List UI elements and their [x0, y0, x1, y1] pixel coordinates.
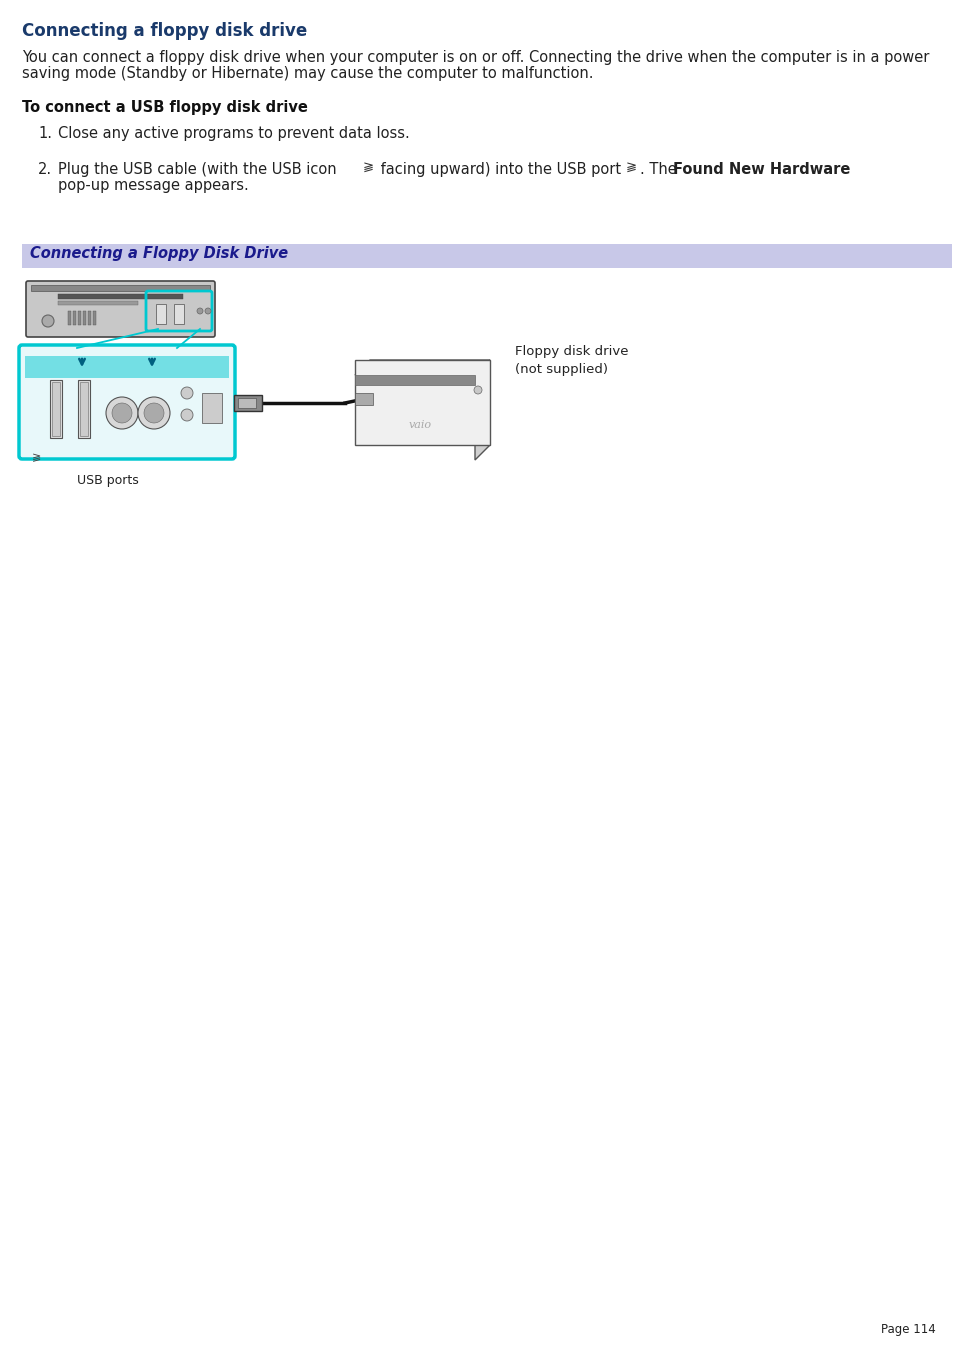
Bar: [78, 311, 81, 326]
Bar: [88, 311, 91, 326]
Bar: [80, 382, 88, 436]
Text: Found New Hardware: Found New Hardware: [672, 162, 849, 177]
Circle shape: [42, 315, 54, 327]
Text: Close any active programs to prevent data loss.: Close any active programs to prevent dat…: [58, 126, 410, 141]
Circle shape: [196, 308, 203, 313]
Text: ⫺: ⫺: [625, 159, 637, 173]
Bar: [83, 311, 86, 326]
Bar: [73, 311, 76, 326]
Bar: [22, 245, 951, 267]
Bar: [156, 304, 166, 324]
Text: To connect a USB floppy disk drive: To connect a USB floppy disk drive: [22, 100, 308, 115]
Text: pop-up message appears.: pop-up message appears.: [58, 178, 249, 193]
Text: Page 114: Page 114: [881, 1323, 935, 1336]
Text: ⫺: ⫺: [32, 453, 41, 462]
Text: You can connect a floppy disk drive when your computer is on or off. Connecting : You can connect a floppy disk drive when…: [22, 50, 928, 65]
FancyBboxPatch shape: [19, 345, 234, 459]
Bar: [173, 304, 184, 324]
Text: USB ports: USB ports: [77, 474, 138, 486]
Text: Connecting a floppy disk drive: Connecting a floppy disk drive: [22, 22, 307, 41]
Bar: [78, 380, 90, 438]
Bar: [355, 359, 490, 444]
Circle shape: [474, 386, 481, 394]
Text: 2.: 2.: [38, 162, 52, 177]
Bar: [92, 311, 96, 326]
Circle shape: [138, 397, 170, 430]
Bar: [30, 285, 210, 290]
Circle shape: [144, 403, 164, 423]
Bar: [50, 380, 62, 438]
Text: 1.: 1.: [38, 126, 52, 141]
Text: Connecting a Floppy Disk Drive: Connecting a Floppy Disk Drive: [30, 246, 288, 261]
Text: ⫺: ⫺: [363, 159, 374, 173]
Text: saving mode (Standby or Hibernate) may cause the computer to malfunction.: saving mode (Standby or Hibernate) may c…: [22, 66, 593, 81]
Bar: [68, 311, 71, 326]
Polygon shape: [355, 359, 490, 376]
Bar: [25, 357, 229, 378]
Text: (not supplied): (not supplied): [515, 363, 607, 376]
Bar: [202, 393, 222, 423]
Polygon shape: [475, 359, 490, 459]
Bar: [355, 393, 373, 405]
FancyBboxPatch shape: [26, 281, 214, 336]
Text: Floppy disk drive: Floppy disk drive: [515, 345, 628, 358]
Bar: [58, 295, 183, 299]
Text: vaio: vaio: [408, 420, 431, 430]
Bar: [355, 376, 475, 385]
Bar: [52, 382, 60, 436]
Circle shape: [106, 397, 138, 430]
Circle shape: [205, 308, 211, 313]
Bar: [58, 301, 138, 305]
Bar: [237, 399, 255, 408]
Bar: [233, 394, 262, 411]
Circle shape: [181, 409, 193, 422]
Circle shape: [181, 386, 193, 399]
Text: facing upward) into the USB port: facing upward) into the USB port: [375, 162, 620, 177]
Text: Plug the USB cable (with the USB icon: Plug the USB cable (with the USB icon: [58, 162, 336, 177]
Text: . The: . The: [639, 162, 680, 177]
Circle shape: [112, 403, 132, 423]
